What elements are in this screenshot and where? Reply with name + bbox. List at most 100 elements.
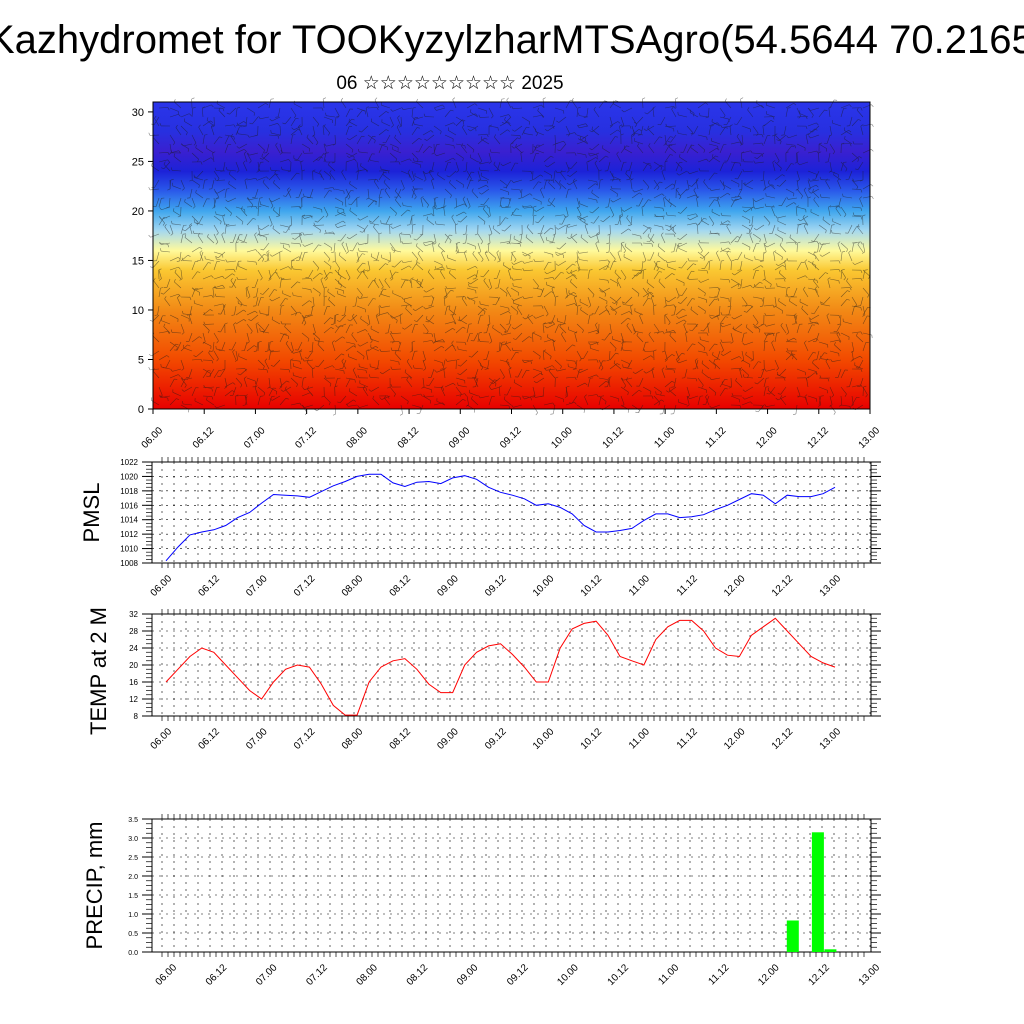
precip-x-tick-label: 12.00 (756, 962, 782, 988)
precip-x-tick-label: 09.00 (455, 962, 481, 988)
cross-section-fill (153, 102, 870, 409)
precip-y-tick-label: 1.0 (128, 912, 138, 919)
temp-minor-ticks (146, 609, 877, 721)
cross-section-y-tick-label: 20 (132, 206, 144, 218)
cross-section-y-tick-label: 5 (138, 354, 144, 366)
temp-y-tick-label: 8 (134, 712, 139, 721)
precip-bar (786, 920, 799, 952)
pmsl-x-tick-label: 06.12 (196, 573, 222, 599)
pmsl-x-tick-label: 09.12 (483, 573, 509, 599)
temp-line (165, 617, 836, 716)
temp-y-tick-label: 24 (129, 644, 138, 653)
precip-x-tick-label: 09.12 (505, 962, 531, 988)
pmsl-y-tick-label: 1010 (120, 545, 138, 554)
temp-frame (151, 613, 872, 717)
precip-bar (824, 949, 837, 952)
temp-y-tick-label: 20 (129, 661, 138, 670)
precip-y-tick-label: 0.5 (128, 931, 138, 938)
pmsl-y-tick-label: 1016 (120, 501, 138, 510)
pmsl-y-tick-label: 1008 (120, 559, 138, 568)
precip-frame (151, 818, 872, 953)
temp-y-tick-label: 28 (129, 627, 138, 636)
precip-y-tick-label: 3.0 (128, 836, 138, 843)
pmsl-x-tick-label: 13.00 (818, 573, 844, 599)
pmsl-frame (151, 461, 872, 564)
cross-section-y-tick-label: 30 (132, 107, 144, 119)
temp-x-tick-label: 12.12 (770, 726, 796, 752)
pmsl-grid (152, 461, 871, 564)
temp-x-tick-label: 07.00 (244, 726, 270, 752)
pmsl-y-tick-label: 1012 (120, 530, 138, 539)
temp-panel: 8 12 16 20 24 28 32 TEMP at 2 M 06.00 06.12 07.00 0… (86, 607, 881, 752)
pmsl-x-tick-label: 09.00 (435, 573, 461, 599)
cross-section-x-tick-label: 11.12 (704, 425, 729, 450)
pmsl-x-tick-label: 07.00 (244, 573, 270, 599)
precip-y-axis-label: PRECIP, mm (82, 822, 107, 950)
precip-x-tick-label: 12.12 (806, 962, 832, 988)
temp-x-tick-label: 12.00 (722, 726, 748, 752)
cross-section-x-tick-label: 09.00 (447, 425, 473, 451)
cross-section-x-tick-label: 07.12 (293, 425, 319, 451)
cross-section-panel: 0 5 10 15 20 25 30 06.00 06.12 07.00 07.12 08.00 08.… (132, 97, 883, 451)
pmsl-x-tick-label: 08.00 (340, 573, 366, 599)
pmsl-line (165, 473, 836, 562)
pmsl-x-tick-label: 06.00 (149, 573, 175, 599)
temp-x-tick-label: 11.12 (675, 726, 700, 751)
pmsl-minor-ticks (146, 457, 877, 568)
temp-x-tick-label: 09.00 (435, 726, 461, 752)
cross-section-x-tick-label: 07.00 (242, 425, 268, 451)
temp-x-tick-label: 11.00 (627, 726, 652, 751)
precip-grid (152, 818, 871, 953)
cross-section-x-tick-label: 13.00 (857, 425, 883, 451)
cross-section-x-tick-label: 06.12 (191, 425, 217, 451)
temp-x-tick-label: 07.12 (292, 726, 318, 752)
temp-x-tick-label: 06.12 (196, 726, 222, 752)
precip-x-tick-label: 07.00 (254, 962, 280, 988)
precip-x-tick-label: 10.12 (606, 962, 632, 988)
cross-section-x-tick-label: 11.00 (652, 425, 677, 450)
precip-y-tick-label: 2.5 (128, 855, 138, 862)
cross-section-x-tick-label: 06.00 (140, 425, 166, 451)
precip-y-tick-label: 1.5 (128, 893, 138, 900)
temp-y-tick-label: 32 (129, 610, 138, 619)
pmsl-x-tick-label: 10.12 (579, 573, 605, 599)
precip-y-tick-label: 2.0 (128, 874, 138, 881)
precip-x-tick-label: 13.00 (857, 962, 883, 988)
temp-x-tick-label: 10.12 (579, 726, 605, 752)
precip-x-tick-label: 11.12 (707, 962, 732, 987)
cross-section-x-tick-label: 09.12 (498, 425, 524, 451)
precip-x-tick-label: 08.12 (405, 962, 431, 988)
cross-section-y-tick-label: 25 (132, 156, 144, 168)
pmsl-y-tick-label: 1020 (120, 472, 138, 481)
precip-x-tick-label: 07.12 (304, 962, 330, 988)
pmsl-x-tick-label: 12.12 (770, 573, 796, 599)
pmsl-y-tick-label: 1022 (120, 458, 138, 467)
temp-x-tick-label: 08.00 (340, 726, 366, 752)
precip-minor-ticks (146, 814, 877, 957)
pmsl-x-tick-label: 11.00 (627, 573, 652, 598)
temp-x-tick-label: 08.12 (388, 726, 414, 752)
temp-x-tick-label: 10.00 (531, 726, 557, 752)
temp-grid (152, 613, 871, 717)
temp-x-tick-label: 09.12 (483, 726, 509, 752)
cross-section-x-tick-label: 08.12 (396, 425, 422, 451)
pmsl-x-tick-label: 10.00 (531, 573, 557, 599)
wind-barbs (148, 97, 874, 416)
pmsl-x-tick-label: 12.00 (722, 573, 748, 599)
temp-x-tick-label: 13.00 (818, 726, 844, 752)
chart-subtitle: 06 ☆☆☆☆☆☆☆☆☆ 2025 (336, 73, 564, 94)
temp-y-tick-label: 16 (129, 678, 138, 687)
pmsl-panel: 1008 1010 1012 1014 1016 1018 1020 1022 PMSL 06.0… (79, 457, 881, 599)
temp-y-tick-label: 12 (129, 695, 138, 704)
cross-section-x-tick-label: 12.12 (805, 425, 831, 451)
temp-x-tick-label: 06.00 (149, 726, 175, 752)
pmsl-x-tick-label: 07.12 (292, 573, 318, 599)
temp-y-axis-label: TEMP at 2 M (86, 607, 111, 735)
precip-x-tick-label: 11.00 (656, 962, 681, 987)
cross-section-x-tick-label: 08.00 (345, 425, 371, 451)
precip-x-tick-label: 10.00 (555, 962, 581, 988)
pmsl-y-axis-label: PMSL (79, 483, 104, 543)
pmsl-x-tick-label: 08.12 (388, 573, 414, 599)
cross-section-y-tick-label: 10 (132, 305, 144, 317)
